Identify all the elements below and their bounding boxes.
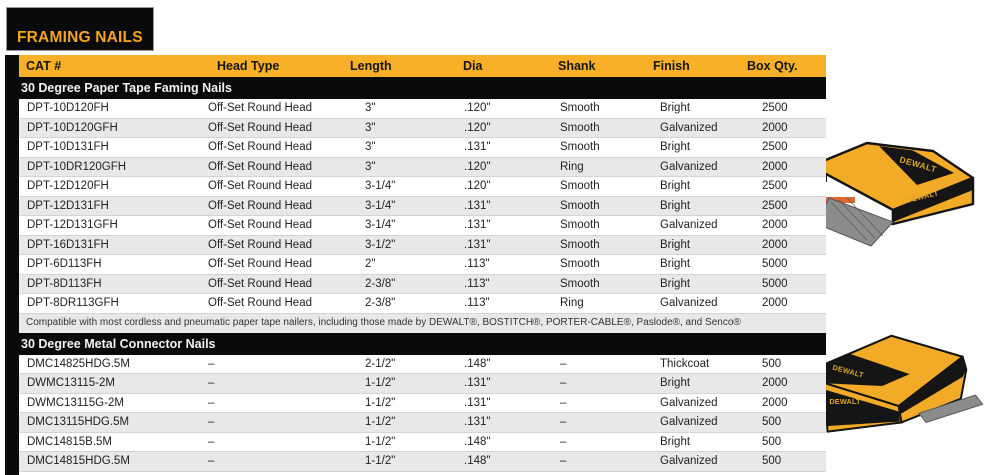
svg-text:DEWALT: DEWALT [829,397,861,406]
